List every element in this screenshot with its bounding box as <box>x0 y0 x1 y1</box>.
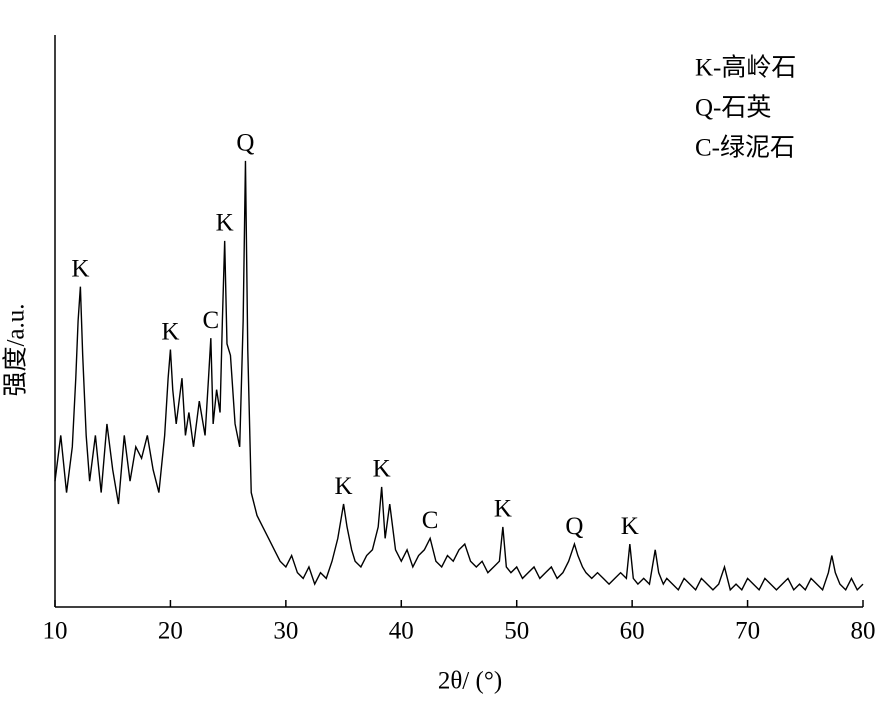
peak-label: Q <box>565 513 583 540</box>
legend-note: C-绿泥石 <box>695 134 795 162</box>
peak-label: K <box>161 318 179 345</box>
x-tick-label: 60 <box>620 618 645 645</box>
y-axis-label: 强度/a.u. <box>2 303 30 396</box>
peak-label: K <box>621 513 639 540</box>
peak-label: K <box>71 255 89 282</box>
xrd-line <box>54 160 864 592</box>
x-tick-label: 70 <box>735 618 760 645</box>
peak-label: K <box>494 496 512 523</box>
peak-label: K <box>373 456 391 483</box>
x-tick-label: 50 <box>504 618 529 645</box>
x-tick-label: 10 <box>43 618 68 645</box>
legend-note: K-高岭石 <box>695 54 796 82</box>
x-axis-label: 2θ/ (°) <box>438 668 502 695</box>
x-tick-label: 20 <box>158 618 183 645</box>
peak-label: K <box>216 210 234 237</box>
x-tick-label: 30 <box>273 618 298 645</box>
peak-label: C <box>422 507 439 534</box>
legend-note: Q-石英 <box>695 94 771 122</box>
x-tick-label: 40 <box>389 618 414 645</box>
x-tick-label: 80 <box>851 618 876 645</box>
peak-label: C <box>202 307 219 334</box>
peak-label: Q <box>236 130 254 157</box>
peak-label: K <box>335 473 353 500</box>
